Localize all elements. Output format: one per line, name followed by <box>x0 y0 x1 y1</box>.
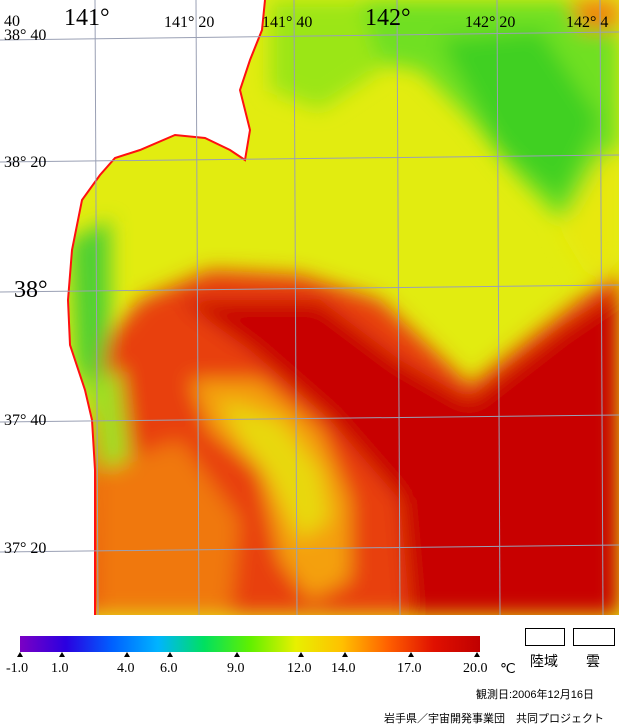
scale-tick <box>124 652 130 657</box>
scale-value: 17.0 <box>397 661 422 676</box>
scale-value: 9.0 <box>227 661 245 676</box>
cloud-legend-label: 雲 <box>586 653 600 669</box>
cloud-legend-swatch <box>573 628 615 646</box>
scale-value: 14.0 <box>331 661 356 676</box>
lon-label-142: 142° <box>365 5 411 31</box>
scale-value: 6.0 <box>160 661 178 676</box>
scale-tick <box>474 652 480 657</box>
temperature-field <box>68 0 619 615</box>
scale-tick <box>167 652 173 657</box>
lat-label-37-20: 37° 20 <box>4 540 47 557</box>
lat-label-38: 38° <box>14 277 48 303</box>
coastline <box>66 0 266 615</box>
lat-label-38-40: 38° 40 <box>4 27 47 44</box>
scale-tick <box>59 652 65 657</box>
lon-label-141-20: 141° 20 <box>164 14 215 31</box>
scale-value: 1.0 <box>51 661 69 676</box>
lon-label-142-40: 142° 4 <box>566 14 609 31</box>
temperature-color-scale <box>20 636 480 652</box>
scale-value: 12.0 <box>287 661 312 676</box>
scale-value: 4.0 <box>117 661 135 676</box>
scale-tick <box>408 652 414 657</box>
scale-unit: ℃ <box>500 662 516 677</box>
scale-tick <box>342 652 348 657</box>
scale-tick <box>234 652 240 657</box>
scale-value: -1.0 <box>6 661 29 676</box>
lon-label-141: 141° <box>64 5 110 31</box>
graticule <box>0 0 619 615</box>
scale-tick <box>17 652 23 657</box>
scale-tick <box>298 652 304 657</box>
land-legend-label: 陸域 <box>530 653 558 669</box>
scale-value: 20.0 <box>463 661 488 676</box>
credit-line: 岩手県／宇宙開発事業団 共同プロジェクト <box>384 713 604 725</box>
corner-label: 40 <box>4 13 20 30</box>
lon-label-141-40: 141° 40 <box>262 14 313 31</box>
land-legend-swatch <box>525 628 565 646</box>
observation-date: 観測日:2006年12月16日 <box>476 689 594 701</box>
lon-label-142-20: 142° 20 <box>465 14 516 31</box>
lat-label-38-20: 38° 20 <box>4 154 47 171</box>
sea-surface-temperature-map <box>0 0 619 615</box>
lat-label-37-40: 37° 40 <box>4 412 47 429</box>
